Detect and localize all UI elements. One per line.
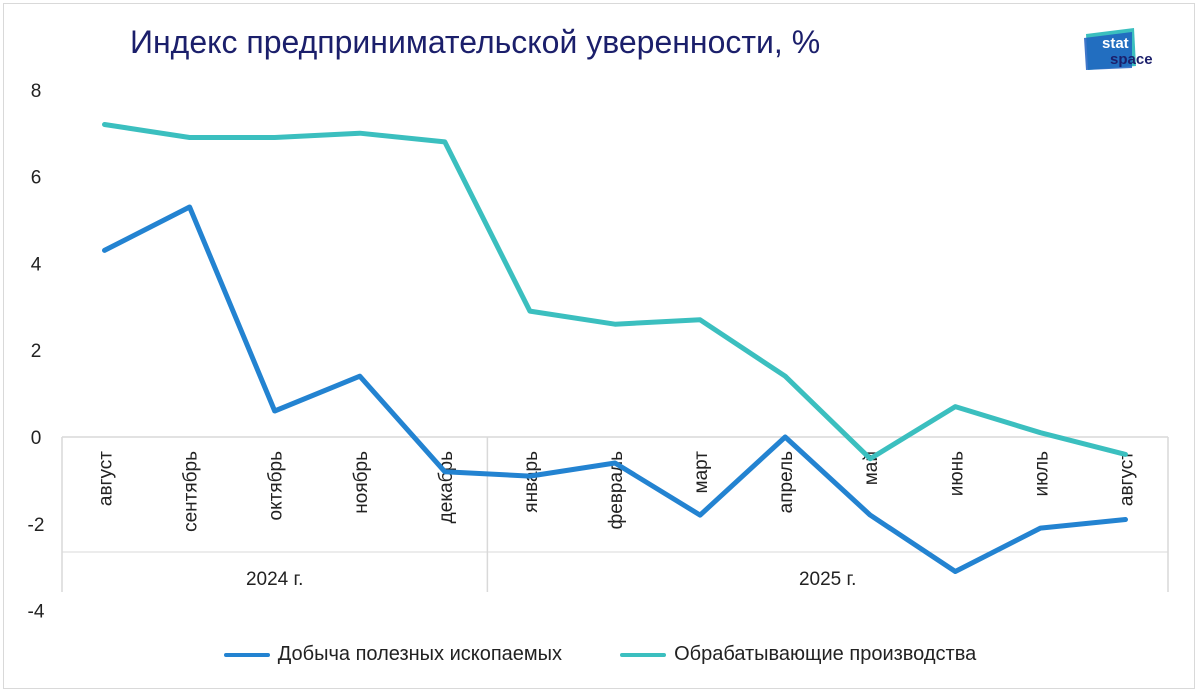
- legend-swatch-series1: [223, 652, 270, 657]
- series-line-1: [102, 204, 1128, 574]
- legend-item-series1: Добыча полезных ископаемых: [223, 643, 563, 666]
- x-tick-label: март: [691, 451, 712, 494]
- x-tick-label: август: [96, 451, 117, 506]
- group-label: 2024 г.: [246, 569, 303, 590]
- statspace-logo: stat space: [1084, 28, 1153, 70]
- axes: [61, 436, 1169, 592]
- x-tick-label: апрель: [776, 451, 797, 513]
- legend-swatch-series2: [620, 652, 667, 657]
- x-tick-label: февраль: [606, 451, 627, 530]
- y-tick-label: 0: [31, 428, 42, 449]
- chart-title: Индекс предпринимательской уверенности, …: [130, 24, 821, 60]
- y-tick-label: -4: [28, 602, 45, 623]
- y-tick-label: 6: [31, 168, 42, 189]
- x-axis-labels: август сентябрь октябрь ноябрь декабрь январь…: [96, 451, 1138, 532]
- x-tick-label: октябрь: [266, 451, 287, 521]
- x-tick-label: ноябрь: [351, 451, 372, 514]
- series-lines: [102, 122, 1128, 574]
- logo-text-line1: stat: [1102, 35, 1129, 52]
- y-tick-label: 2: [31, 341, 42, 362]
- x-tick-label: январь: [521, 451, 542, 513]
- logo-text-line2: space: [1110, 51, 1153, 68]
- y-axis-ticks: -4 -2 0 2 4 6 8: [28, 81, 45, 623]
- chart-frame: [3, 3, 1195, 689]
- legend-item-series2: Обрабатывающие производства: [620, 643, 976, 666]
- x-tick-label: август: [1116, 451, 1137, 506]
- legend-label-series2: Обрабатывающие производства: [674, 643, 977, 665]
- legend-label-series1: Добыча полезных ископаемых: [277, 643, 563, 665]
- x-tick-label: июнь: [946, 451, 967, 496]
- legend: Добыча полезных ископаемых Обрабатывающи…: [0, 643, 1200, 666]
- y-tick-label: 4: [31, 254, 42, 275]
- x-tick-label: июль: [1031, 451, 1052, 497]
- x-tick-label: сентябрь: [181, 451, 202, 532]
- y-tick-label: 8: [31, 81, 42, 102]
- x-axis-groups: 2024 г. 2025 г.: [246, 437, 856, 592]
- x-tick-label: май: [861, 451, 882, 485]
- group-label: 2025 г.: [799, 569, 856, 590]
- series-line-2: [102, 122, 1128, 462]
- y-tick-label: -2: [28, 515, 45, 536]
